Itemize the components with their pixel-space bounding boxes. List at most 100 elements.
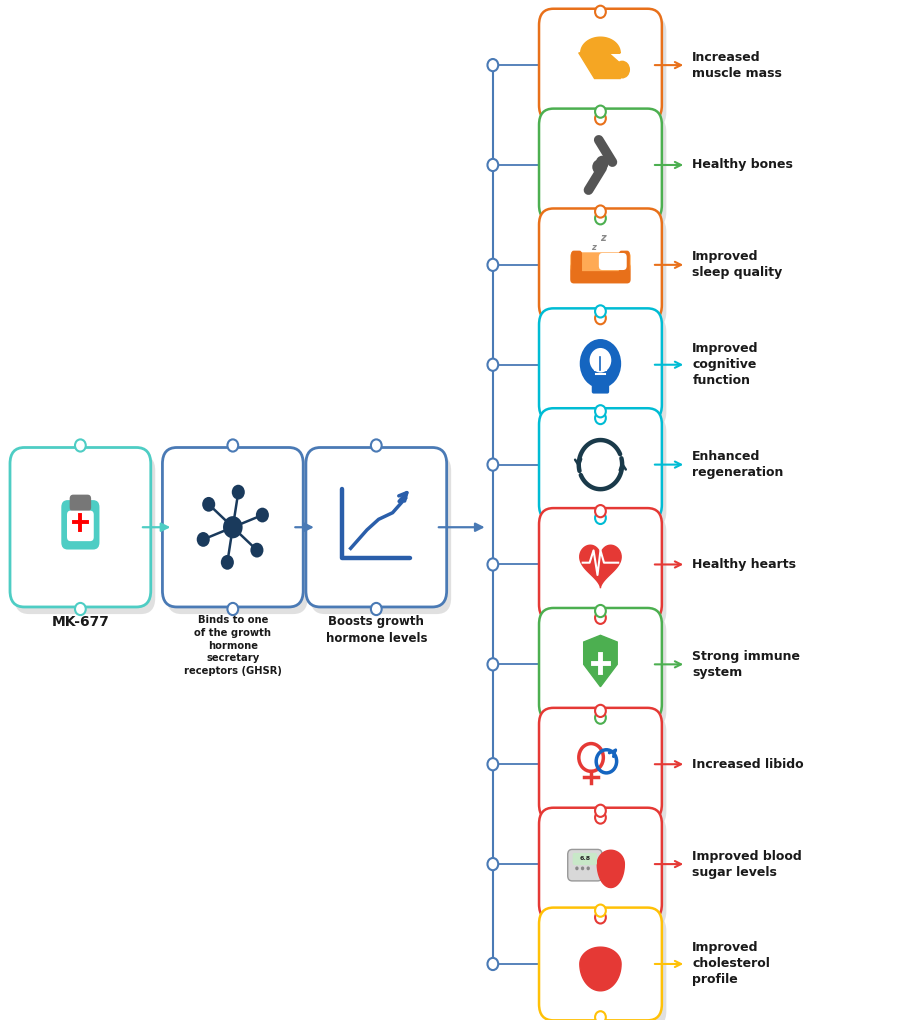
Circle shape [256, 508, 269, 522]
FancyBboxPatch shape [539, 209, 662, 322]
Circle shape [595, 712, 605, 724]
FancyBboxPatch shape [567, 850, 602, 881]
FancyBboxPatch shape [539, 708, 662, 820]
FancyBboxPatch shape [544, 216, 666, 329]
FancyBboxPatch shape [539, 308, 662, 421]
Text: z: z [600, 233, 606, 244]
Polygon shape [581, 37, 620, 53]
Circle shape [595, 512, 605, 524]
Circle shape [576, 866, 578, 870]
Text: Improved
cognitive
function: Improved cognitive function [692, 342, 759, 387]
Circle shape [595, 811, 605, 823]
Text: 6.8: 6.8 [579, 856, 590, 861]
Circle shape [595, 1012, 605, 1023]
Circle shape [75, 439, 86, 452]
Text: z: z [591, 244, 595, 252]
FancyBboxPatch shape [539, 409, 662, 521]
FancyBboxPatch shape [544, 116, 666, 228]
Circle shape [595, 206, 605, 218]
Circle shape [488, 858, 499, 870]
FancyBboxPatch shape [539, 109, 662, 221]
FancyBboxPatch shape [544, 15, 666, 129]
FancyBboxPatch shape [544, 715, 666, 827]
Circle shape [595, 805, 605, 817]
FancyBboxPatch shape [539, 808, 662, 921]
Circle shape [227, 439, 238, 452]
Circle shape [614, 60, 630, 79]
FancyBboxPatch shape [539, 9, 662, 122]
Text: Increased libido: Increased libido [692, 758, 804, 771]
FancyBboxPatch shape [310, 455, 452, 614]
Circle shape [488, 459, 499, 471]
Circle shape [595, 904, 605, 916]
Circle shape [251, 543, 263, 557]
FancyBboxPatch shape [14, 455, 156, 614]
Circle shape [595, 705, 605, 717]
Circle shape [595, 305, 605, 317]
FancyBboxPatch shape [67, 511, 94, 541]
FancyBboxPatch shape [571, 251, 582, 283]
Circle shape [595, 605, 605, 617]
Text: Healthy hearts: Healthy hearts [692, 558, 796, 571]
FancyBboxPatch shape [167, 455, 308, 614]
FancyBboxPatch shape [570, 263, 631, 284]
Circle shape [592, 160, 605, 174]
Polygon shape [579, 53, 622, 79]
Circle shape [589, 348, 611, 373]
Text: Improved
sleep quality: Improved sleep quality [692, 250, 783, 280]
FancyBboxPatch shape [544, 815, 666, 928]
Circle shape [586, 866, 590, 870]
Text: Enhanced
regeneration: Enhanced regeneration [692, 451, 784, 479]
Circle shape [488, 957, 499, 970]
Text: Binds to one
of the growth
hormone
secretary
receptors (GHSR): Binds to one of the growth hormone secre… [184, 615, 281, 676]
FancyBboxPatch shape [592, 382, 609, 393]
Circle shape [595, 105, 605, 118]
Circle shape [595, 611, 605, 624]
Circle shape [488, 259, 499, 271]
Circle shape [75, 603, 86, 615]
Circle shape [488, 159, 499, 171]
FancyBboxPatch shape [162, 447, 303, 607]
FancyBboxPatch shape [544, 416, 666, 528]
Circle shape [595, 212, 605, 224]
Circle shape [227, 603, 238, 615]
Polygon shape [597, 850, 624, 888]
Text: Improved
cholesterol
profile: Improved cholesterol profile [692, 941, 770, 986]
Ellipse shape [580, 339, 621, 388]
Circle shape [488, 758, 499, 770]
Text: Boosts growth
hormone levels: Boosts growth hormone levels [326, 615, 427, 644]
Circle shape [595, 406, 605, 418]
Text: Strong immune
system: Strong immune system [692, 650, 800, 679]
Circle shape [595, 113, 605, 125]
FancyBboxPatch shape [619, 251, 630, 283]
FancyBboxPatch shape [70, 495, 91, 511]
Circle shape [488, 658, 499, 671]
Text: Increased
muscle mass: Increased muscle mass [692, 50, 782, 80]
Polygon shape [580, 947, 621, 991]
FancyBboxPatch shape [544, 515, 666, 628]
Circle shape [371, 439, 382, 452]
Text: MK-677: MK-677 [52, 615, 110, 629]
Circle shape [488, 59, 499, 72]
Polygon shape [584, 635, 617, 687]
Circle shape [202, 497, 215, 512]
Circle shape [595, 505, 605, 517]
FancyBboxPatch shape [544, 615, 666, 728]
Circle shape [488, 558, 499, 570]
Circle shape [595, 312, 605, 325]
Circle shape [223, 516, 243, 539]
FancyBboxPatch shape [544, 315, 666, 428]
FancyBboxPatch shape [539, 608, 662, 721]
Circle shape [595, 911, 605, 924]
FancyBboxPatch shape [10, 447, 151, 607]
Circle shape [595, 412, 605, 424]
Circle shape [371, 603, 382, 615]
FancyBboxPatch shape [539, 907, 662, 1020]
Circle shape [196, 532, 210, 547]
FancyBboxPatch shape [599, 253, 627, 270]
FancyBboxPatch shape [62, 500, 100, 550]
Text: Improved blood
sugar levels: Improved blood sugar levels [692, 850, 802, 879]
FancyBboxPatch shape [306, 447, 447, 607]
FancyBboxPatch shape [573, 853, 597, 865]
Circle shape [581, 866, 585, 870]
